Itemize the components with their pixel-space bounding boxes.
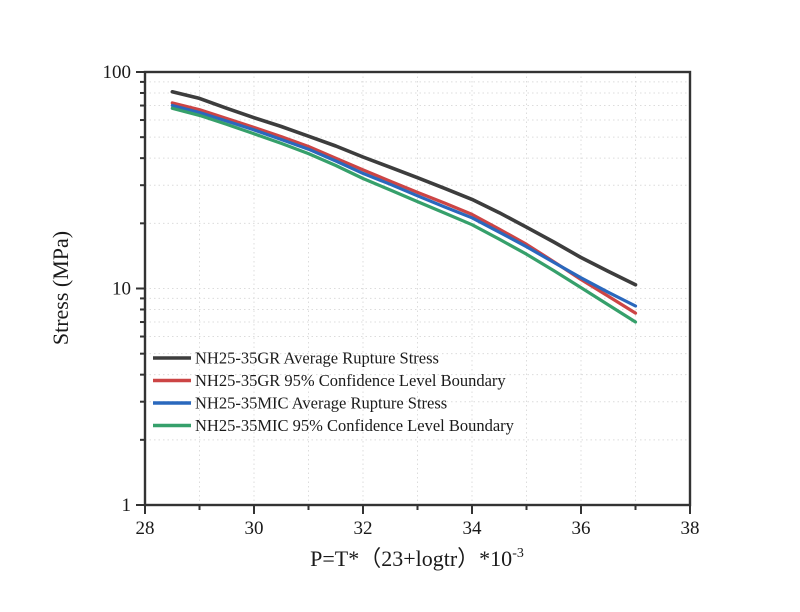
- legend-item: NH25-35MIC Average Rupture Stress: [153, 394, 447, 413]
- grid-layer: [145, 72, 690, 505]
- x-axis-title: P=T*（23+logtr）*10-3: [310, 546, 524, 571]
- legend-layer: NH25-35GR Average Rupture Stress NH25-35G…: [153, 349, 515, 435]
- curve-layer: [170, 90, 638, 324]
- plot-frame: [143, 70, 692, 507]
- legend-label: NH25-35MIC Average Rupture Stress: [195, 394, 447, 413]
- curve-nh25-35gr-average-rupture-stress: [170, 90, 638, 287]
- x-tick-label: 32: [354, 518, 373, 539]
- y-axis-title: Stress (MPa): [48, 231, 73, 345]
- x-tick-label: 38: [681, 518, 700, 539]
- legend-label: NH25-35GR 95% Confidence Level Boundary: [195, 371, 506, 390]
- x-tick-label: 34: [463, 518, 483, 539]
- x-tick-label: 30: [245, 518, 264, 539]
- x-tick-label: 28: [136, 518, 155, 539]
- curve-nh25-35mic-average-rupture-stress: [170, 103, 638, 308]
- legend-item: NH25-35GR Average Rupture Stress: [153, 349, 439, 368]
- tick-label-layer: 28 30 32 34 36 38 1 10 100: [103, 62, 700, 539]
- legend-label: NH25-35MIC 95% Confidence Level Boundary: [195, 416, 515, 435]
- y-tick-label: 10: [112, 279, 131, 300]
- x-tick-label: 36: [572, 518, 591, 539]
- x-axis-title-superscript: -3: [512, 546, 524, 561]
- legend-label: NH25-35GR Average Rupture Stress: [195, 349, 439, 368]
- curve-nh25-35mic-95-confidence-level-boundary: [170, 106, 638, 324]
- x-axis-title-main: P=T*（23+logtr）*10: [310, 546, 512, 571]
- y-tick-label: 100: [103, 62, 132, 83]
- legend-item: NH25-35MIC 95% Confidence Level Boundary: [153, 416, 515, 435]
- y-tick-label: 1: [122, 495, 132, 516]
- curve-nh25-35gr-95-confidence-level-boundary: [170, 101, 638, 315]
- legend-item: NH25-35GR 95% Confidence Level Boundary: [153, 371, 506, 390]
